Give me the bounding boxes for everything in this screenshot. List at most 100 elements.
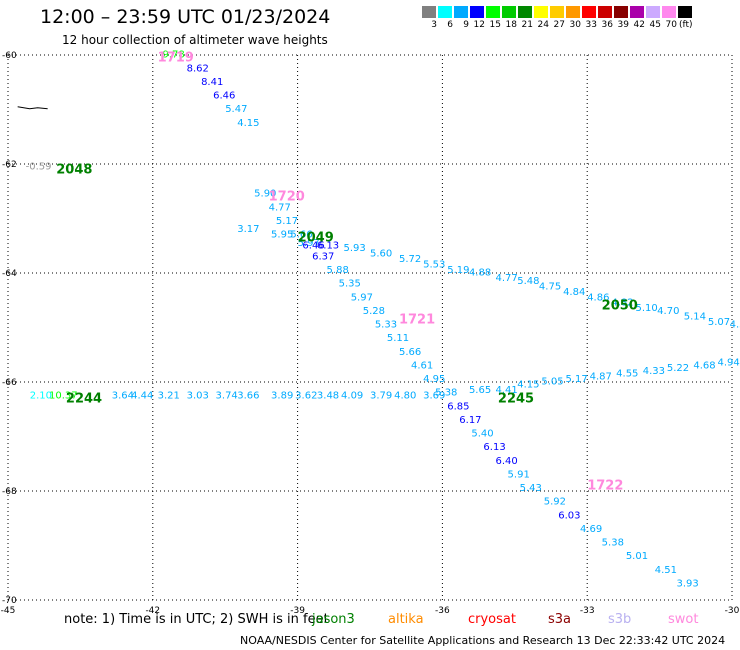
- legend-swatch: [517, 5, 533, 19]
- pass-number-label: 1722: [587, 479, 623, 494]
- wave-height-label: 4.15: [237, 118, 259, 129]
- legend-swatch: [549, 5, 565, 19]
- wave-height-label: 5.97: [298, 238, 320, 249]
- legend-tick-label: 18: [505, 20, 517, 30]
- wave-height-label: 6.46: [302, 240, 324, 251]
- wave-height-label: 6.85: [447, 401, 469, 412]
- wave-height-label: 6.13: [483, 442, 505, 453]
- wave-height-label: 4.61: [411, 360, 433, 371]
- legend-tick-label: 45: [649, 20, 661, 30]
- wave-height-label: 5.14: [684, 311, 706, 322]
- y-tick-label: -64: [2, 269, 17, 279]
- legend-swatch: [581, 5, 597, 19]
- wave-height-label: 5.10: [635, 303, 657, 314]
- y-tick-label: -60: [2, 51, 17, 61]
- legend-swatch: [421, 5, 437, 19]
- wave-height-label: 4.82: [611, 298, 633, 309]
- wave-height-label: 4.41: [495, 385, 517, 396]
- satellite-name-swot: swot: [668, 612, 699, 627]
- wave-height-label: 6.03: [558, 510, 580, 521]
- satellite-name-cryosat: cryosat: [468, 612, 516, 627]
- pass-number-label: 1721: [399, 312, 435, 327]
- legend-unit-label: (ft): [679, 20, 693, 30]
- wave-height-label: 5.90: [254, 189, 276, 200]
- wave-height-label: 8.41: [201, 77, 223, 88]
- wave-height-label: 3.64: [112, 390, 134, 401]
- footnote: note: 1) Time is in UTC; 2) SWH is in fe…: [64, 612, 329, 627]
- legend-tick-label: 24: [537, 20, 549, 30]
- pass-number-label: 1719: [158, 51, 194, 66]
- wave-height-label: 4.75: [539, 281, 561, 292]
- x-tick-label: -42: [145, 606, 160, 616]
- wave-height-label: 5.43: [520, 483, 542, 494]
- wave-height-label: 4.80: [394, 390, 416, 401]
- wave-height-label: 5.19: [447, 265, 469, 276]
- legend-tick-label: 27: [553, 20, 565, 30]
- wave-height-label: 4.15: [517, 379, 539, 390]
- x-tick-label: -39: [290, 606, 305, 616]
- x-tick-label: -33: [580, 606, 595, 616]
- legend-tick-label: 9: [463, 20, 469, 30]
- wave-height-label: 4.69: [580, 524, 602, 535]
- wave-height-label: 6.40: [495, 456, 517, 467]
- wave-height-label: 5.28: [363, 306, 385, 317]
- legend-swatch: [565, 5, 581, 19]
- legend-swatch: [437, 5, 453, 19]
- wave-height-label: 5.38: [435, 388, 457, 399]
- wave-height-label: 6.13: [317, 240, 339, 251]
- legend-tick-label: 12: [473, 20, 485, 30]
- wave-height-label: 5.07: [708, 317, 730, 328]
- coastline: [17, 106, 48, 110]
- legend-swatch: [469, 5, 485, 19]
- wave-height-label: 5.60: [370, 249, 392, 260]
- wave-height-label: 4.77: [495, 273, 517, 284]
- wave-height-label: 4.86: [587, 292, 609, 303]
- wave-height-label: 5.22: [667, 363, 689, 374]
- legend-swatch: [645, 5, 661, 19]
- wave-height-label: 4.33: [643, 366, 665, 377]
- legend-swatches: [421, 5, 701, 19]
- wave-height-label: 4.53: [730, 320, 740, 331]
- wave-height-label: 3.17: [237, 224, 259, 235]
- wave-height-label: 5.01: [626, 551, 648, 562]
- wave-height-label: 4.68: [693, 360, 715, 371]
- wave-height-label: 5.47: [225, 104, 247, 115]
- wave-height-label: 4.88: [469, 268, 491, 279]
- y-tick-label: -62: [2, 160, 17, 170]
- wave-height-label: 5.92: [544, 497, 566, 508]
- wave-height-label: 4.09: [341, 390, 363, 401]
- satellite-name-s3a: s3a: [548, 612, 572, 627]
- pass-number-label: 1720: [269, 190, 305, 205]
- x-tick-label: -30: [725, 606, 740, 616]
- color-legend: 3 6 9 12 15 18 21 24 27 30 33 36 39 42 45 70 (ft): [421, 5, 701, 30]
- legend-swatch: [501, 5, 517, 19]
- wave-height-label: 5.17: [565, 374, 587, 385]
- legend-tick-label: 42: [633, 20, 645, 30]
- wave-height-label: 5.66: [399, 347, 421, 358]
- wave-height-label: 5.33: [375, 320, 397, 331]
- wave-height-label: 6.17: [459, 415, 481, 426]
- wave-height-label: 4.77: [269, 202, 291, 213]
- wave-height-label: 5.48: [517, 276, 539, 287]
- legend-tick-label: 70: [665, 20, 677, 30]
- wave-height-label: 4.51: [655, 565, 677, 576]
- page-title: 12:00 – 23:59 UTC 01/23/2024: [40, 6, 331, 28]
- wave-height-label: 6.37: [312, 251, 334, 262]
- credit-line: NOAA/NESDIS Center for Satellite Applica…: [240, 634, 726, 647]
- wave-height-label: 5.66: [290, 230, 312, 241]
- wave-height-label: 4.95: [423, 374, 445, 385]
- wave-height-label: 3.74: [216, 390, 238, 401]
- wave-height-label: 9.78: [162, 50, 184, 61]
- satellite-name-s3b: s3b: [608, 612, 632, 627]
- wave-height-label: 3.03: [187, 390, 209, 401]
- wave-height-label: 8.62: [187, 63, 209, 74]
- wave-height-label: 4.55: [616, 369, 638, 380]
- legend-swatch: [485, 5, 501, 19]
- wave-height-label: 10.37: [49, 390, 78, 401]
- legend-tick-label: 39: [617, 20, 629, 30]
- satellite-name-altika: altika: [388, 612, 424, 627]
- wave-height-label: 3.79: [370, 390, 392, 401]
- x-tick-label: -36: [435, 606, 450, 616]
- legend-swatch: [597, 5, 613, 19]
- wave-height-label: 3.93: [676, 578, 698, 589]
